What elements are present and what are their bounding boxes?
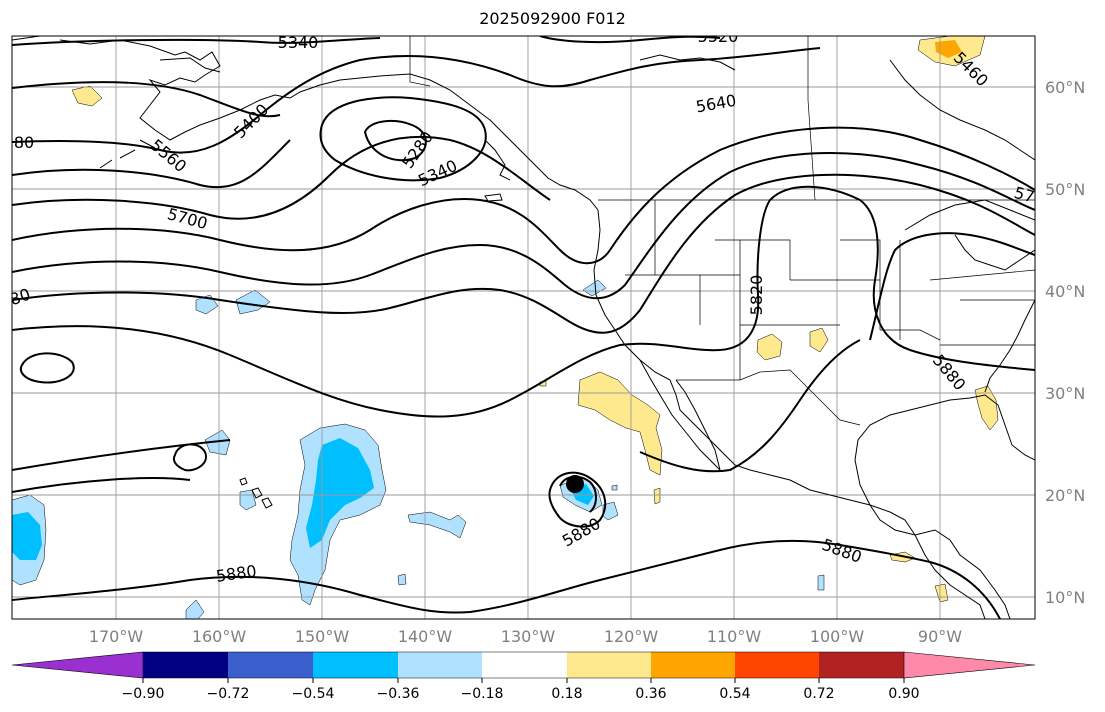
contour-label: 5700 xyxy=(165,204,209,233)
colorbar-bin xyxy=(143,652,228,678)
lat-label: 30°N xyxy=(1045,384,1085,403)
contour-label: 5460 xyxy=(950,48,992,90)
coastlines xyxy=(12,36,1035,619)
lon-label: 90°W xyxy=(918,627,962,646)
colorbar-bin xyxy=(819,652,904,678)
lat-label: 20°N xyxy=(1045,486,1085,505)
contour-label: 5400 xyxy=(230,100,272,142)
contour-label: 57 xyxy=(1012,183,1037,207)
colorbar-tick-label: 0.54 xyxy=(719,686,750,702)
colorbar-tick-label: −0.18 xyxy=(461,686,504,702)
colorbar-bin xyxy=(651,652,735,678)
colorbar-tick-label: 0.18 xyxy=(551,686,582,702)
lon-label: 150°W xyxy=(295,627,350,646)
colorbar-tick-label: 0.36 xyxy=(635,686,666,702)
colorbar-extend-low xyxy=(11,651,144,679)
colorbar-tick-label: 0.90 xyxy=(888,686,919,702)
contour-label: 5560 xyxy=(147,135,190,176)
lon-label: 130°W xyxy=(501,627,556,646)
contour-label: 80 xyxy=(14,133,34,152)
colorbar-extend-high xyxy=(903,651,1036,679)
lon-label: 110°W xyxy=(707,627,762,646)
colorbar-bin xyxy=(398,652,482,678)
colorbar-bin xyxy=(228,652,313,678)
colorbar-tick-label: −0.36 xyxy=(377,686,420,702)
height-contours xyxy=(12,36,1035,619)
contour-label: 80 xyxy=(7,284,33,309)
colorbar-bin xyxy=(313,652,398,678)
contour-labels: 5340 5520 5400 5280 5340 5460 5560 5640 … xyxy=(7,27,1037,586)
lat-label: 50°N xyxy=(1045,180,1085,199)
lat-label: 10°N xyxy=(1045,588,1085,607)
contour-label: 5880 xyxy=(929,351,970,394)
colorbar: −0.90 −0.72 −0.54 −0.36 −0.18 0.18 0.36 … xyxy=(11,651,1036,702)
colorbar-tick-label: −0.90 xyxy=(122,686,165,702)
colorbar-bin xyxy=(567,652,651,678)
lat-label: 40°N xyxy=(1045,282,1085,301)
colorbar-tick-label: −0.54 xyxy=(292,686,335,702)
longitude-axis: 170°W 160°W 150°W 140°W 130°W 120°W 110°… xyxy=(89,627,962,646)
colorbar-ticks xyxy=(142,678,905,683)
storm-center-marker xyxy=(566,475,584,493)
contour-label: 5340 xyxy=(278,33,319,52)
lon-label: 120°W xyxy=(604,627,659,646)
contour-label: 5340 xyxy=(415,156,460,190)
contour-label: 5820 xyxy=(747,275,766,316)
lon-label: 140°W xyxy=(398,627,453,646)
borders xyxy=(409,36,1035,426)
map-title: 2025092900 F012 xyxy=(479,9,626,28)
colorbar-bin xyxy=(735,652,819,678)
contour-label: 5640 xyxy=(694,91,737,117)
lat-label: 60°N xyxy=(1045,78,1085,97)
map-frame xyxy=(11,35,1036,620)
colorbar-bin xyxy=(482,652,567,678)
contour-label: 5880 xyxy=(559,514,604,551)
graticule xyxy=(12,36,1035,619)
colorbar-tick-label: −0.72 xyxy=(207,686,250,702)
lon-label: 170°W xyxy=(89,627,144,646)
colorbar-tick-label: 0.72 xyxy=(803,686,834,702)
latitude-axis: 60°N 50°N 40°N 30°N 20°N 10°N xyxy=(1045,78,1085,607)
contour-label: 5520 xyxy=(698,27,739,46)
anomaly-shading xyxy=(12,36,999,619)
contour-label: 5880 xyxy=(215,561,258,585)
lon-label: 100°W xyxy=(810,627,865,646)
lon-label: 160°W xyxy=(192,627,247,646)
contour-label: 5880 xyxy=(820,535,865,567)
